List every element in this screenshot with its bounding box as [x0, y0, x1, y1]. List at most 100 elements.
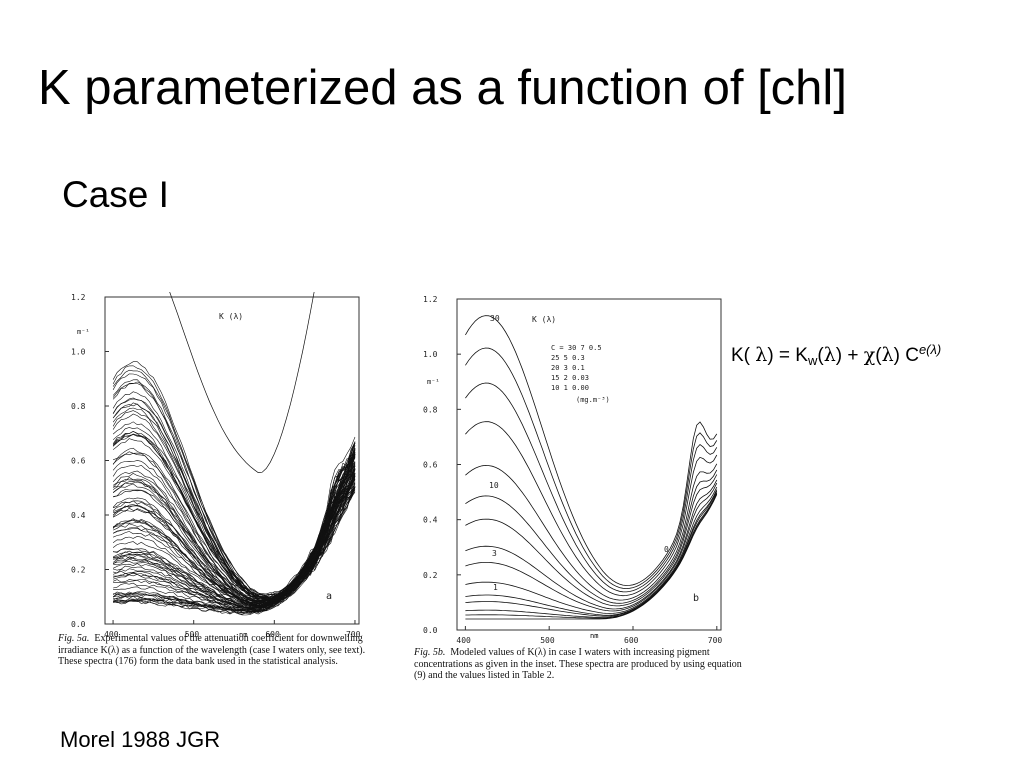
- spectrum-curve: [113, 481, 356, 607]
- x-tick-label: 700: [346, 630, 361, 637]
- x-unit-label: nm: [239, 631, 248, 639]
- inset-unit: (mg.m⁻³): [576, 396, 610, 404]
- slide-title: K parameterized as a function of [chl]: [38, 61, 847, 115]
- y-tick-label: 1.2: [71, 293, 86, 302]
- panel-letter: a: [326, 591, 332, 602]
- modeled-spectrum-curve: [465, 474, 718, 607]
- y-tick-label: 0.4: [423, 516, 438, 525]
- y-tick-label: 1.2: [423, 295, 438, 304]
- caption-label: Fig. 5b.: [414, 647, 446, 658]
- eq-plus: +: [842, 345, 864, 366]
- caption-text: Experimental values of the attenuation c…: [58, 633, 366, 667]
- curve-label: K (λ): [532, 315, 556, 324]
- figure-5a-caption: Fig. 5a. Experimental values of the atte…: [58, 633, 380, 668]
- modeled-spectrum-curve: [465, 482, 718, 612]
- inset-row: 15 2 0.03: [551, 374, 589, 382]
- modeled-spectrum-curve: [465, 469, 718, 604]
- modeled-spectrum-curve: [465, 486, 718, 614]
- inset-row: 25 5 0.3: [551, 354, 585, 362]
- inset-row: C = 30 7 0.5: [551, 344, 602, 352]
- x-tick-label: 600: [265, 630, 280, 637]
- eq-c: C: [899, 345, 919, 366]
- figure-5b: 1.2 1.0 0.8 0.6 0.4 0.2 0.0 400 500 600 700 K (λ)…: [406, 292, 742, 692]
- y-tick-label: 0.6: [423, 461, 438, 470]
- modeled-spectrum-curve: [465, 463, 718, 601]
- y-tick-label: 0.0: [71, 620, 86, 629]
- spectrum-curve-outlier: [169, 292, 315, 473]
- k-equation: K( λ) = Kw(λ) + χ(λ) Ce(λ): [731, 343, 941, 367]
- modeled-spectrum-curve: [465, 421, 718, 597]
- spectra-curves: [112, 292, 356, 616]
- inset-row: 10 1 0.00: [551, 384, 589, 392]
- spectrum-curve: [113, 476, 356, 616]
- y-tick-label: 1.0: [423, 350, 438, 359]
- eq-lambda-3: λ: [881, 344, 894, 366]
- x-tick-label: 500: [540, 636, 555, 645]
- eq-paren-close: ): [835, 345, 843, 366]
- eq-k-open: K(: [731, 345, 750, 366]
- modeled-spectrum-curve: [465, 347, 718, 589]
- y-tick-label: 0.8: [71, 402, 86, 411]
- citation: Morel 1988 JGR: [60, 727, 221, 752]
- spectrum-curve: [113, 469, 356, 603]
- spectrum-curve: [113, 441, 356, 608]
- x-tick-label: 400: [104, 630, 119, 637]
- curve-value-label: 3: [492, 549, 497, 558]
- y-tick-label: 0.2: [423, 571, 438, 580]
- x-axis-ticks: 400 500 600 700: [456, 626, 722, 645]
- curve-value-label: 10: [489, 481, 499, 490]
- modeled-spectrum-curve: [465, 489, 718, 616]
- figure-5a-chart: 1.2 1.0 0.8 0.6 0.4 0.2 0.0 400 500 600 700 K (λ)…: [71, 292, 361, 637]
- eq-chi: χ: [863, 344, 876, 366]
- eq-middle: ) = K: [767, 345, 808, 366]
- figure-5b-caption: Fig. 5b. Modeled values of K(λ) in case …: [414, 647, 742, 682]
- y-tick-label: 1.0: [71, 348, 86, 357]
- y-unit-label: m⁻¹: [77, 328, 90, 336]
- spectrum-curve: [112, 398, 356, 599]
- spectrum-curve: [112, 369, 356, 595]
- modeled-spectrum-curve: [465, 494, 718, 620]
- y-tick-label: 0.2: [71, 566, 86, 575]
- eq-lambda-2: λ: [823, 344, 836, 366]
- y-axis-ticks: 1.2 1.0 0.8 0.6 0.4 0.2 0.0: [71, 293, 109, 629]
- modeled-spectrum-curve: [465, 492, 718, 618]
- caption-label: Fig. 5a.: [58, 633, 90, 644]
- spectrum-curve: [112, 452, 356, 607]
- spectrum-curve: [112, 383, 356, 599]
- spectrum-curve: [113, 452, 356, 608]
- figure-5a: 1.2 1.0 0.8 0.6 0.4 0.2 0.0 400 500 600 700 K (λ)…: [62, 292, 382, 702]
- eq-lambda: λ: [755, 344, 768, 366]
- eq-exponent: e(λ): [918, 342, 942, 357]
- spectra-curves: [465, 315, 718, 620]
- y-tick-label: 0.8: [423, 405, 438, 414]
- eq-paren-open-2: (: [875, 345, 882, 366]
- eq-sub-w: w: [807, 353, 818, 368]
- caption-text: Modeled values of K(λ) in case I waters …: [414, 647, 742, 681]
- curve-value-label: 1: [493, 583, 498, 592]
- spectrum-curve: [112, 462, 356, 606]
- eq-paren-close-2: ): [893, 345, 900, 366]
- spectrum-curve: [112, 403, 356, 599]
- eq-paren-open: (: [817, 345, 824, 366]
- x-tick-label: 400: [456, 636, 471, 645]
- y-tick-label: 0.0: [423, 626, 438, 635]
- spectrum-curve: [112, 482, 356, 606]
- spectrum-curve: [113, 455, 356, 613]
- x-tick-label: 700: [708, 636, 723, 645]
- figure-5b-chart: 1.2 1.0 0.8 0.6 0.4 0.2 0.0 400 500 600 700 K (λ)…: [423, 295, 722, 645]
- panel-letter: b: [693, 593, 699, 604]
- curve-value-label: 0: [664, 545, 669, 554]
- spectrum-curve: [112, 466, 356, 612]
- spectrum-curve: [112, 381, 356, 601]
- y-tick-label: 0.4: [71, 511, 86, 520]
- spectrum-curve: [112, 452, 356, 604]
- concentration-inset: C = 30 7 0.5 25 5 0.3 20 3 0.1 15 2 0.03…: [551, 344, 602, 392]
- modeled-spectrum-curve: [465, 479, 718, 610]
- inset-row: 20 3 0.1: [551, 364, 585, 372]
- modeled-spectrum-curve: [465, 382, 718, 593]
- curve-label: K (λ): [219, 312, 243, 321]
- y-unit-label: m⁻¹: [427, 378, 440, 386]
- x-unit-label: nm: [590, 632, 599, 640]
- x-axis-ticks: 400 500 600 700: [104, 620, 361, 637]
